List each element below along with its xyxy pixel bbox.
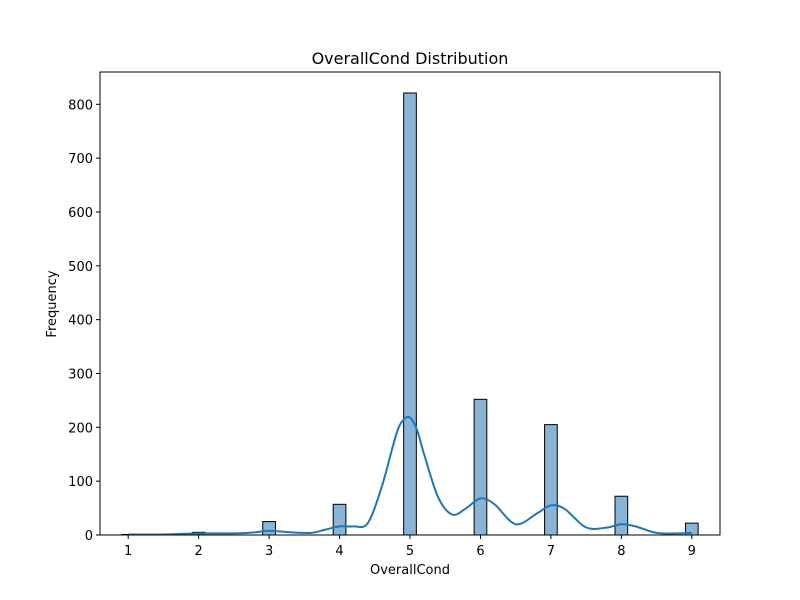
x-tick-label-4: 4 xyxy=(335,544,343,559)
x-tick-label-2: 2 xyxy=(194,544,202,559)
y-axis-label: Frequency xyxy=(45,270,60,337)
x-tick-label-7: 7 xyxy=(547,544,555,559)
y-tick-label-0: 0 xyxy=(85,529,93,544)
chart-title: OverallCond Distribution xyxy=(312,49,509,68)
y-tick-label-300: 300 xyxy=(68,367,93,382)
x-tick-label-1: 1 xyxy=(124,544,132,559)
x-tick-label-5: 5 xyxy=(406,544,414,559)
y-tick-label-500: 500 xyxy=(68,260,93,275)
x-tick-label-8: 8 xyxy=(617,544,625,559)
x-tick-label-9: 9 xyxy=(688,544,696,559)
x-tick-label-6: 6 xyxy=(476,544,484,559)
y-tick-label-400: 400 xyxy=(68,314,93,329)
histogram-bar-4 xyxy=(332,503,347,536)
y-tick-label-600: 600 xyxy=(68,206,93,221)
x-axis-label: OverallCond xyxy=(370,563,450,578)
y-tick-label-800: 800 xyxy=(68,98,93,113)
y-tick-label-200: 200 xyxy=(68,421,93,436)
histogram-bar-7 xyxy=(544,424,558,536)
histogram-bar-8 xyxy=(614,495,629,536)
histogram-bar-5 xyxy=(403,92,417,536)
x-axis: 1 2 3 4 5 6 7 8 9 xyxy=(124,535,696,559)
histogram-bars xyxy=(121,92,699,536)
histogram-bar-6 xyxy=(473,398,488,536)
y-tick-label-100: 100 xyxy=(68,475,93,490)
kde-curve xyxy=(128,415,692,536)
x-tick-label-3: 3 xyxy=(265,544,273,559)
y-axis: 0 100 200 300 400 500 600 700 800 xyxy=(68,98,100,544)
y-tick-label-700: 700 xyxy=(68,152,93,167)
histogram-bar-3 xyxy=(262,521,276,536)
